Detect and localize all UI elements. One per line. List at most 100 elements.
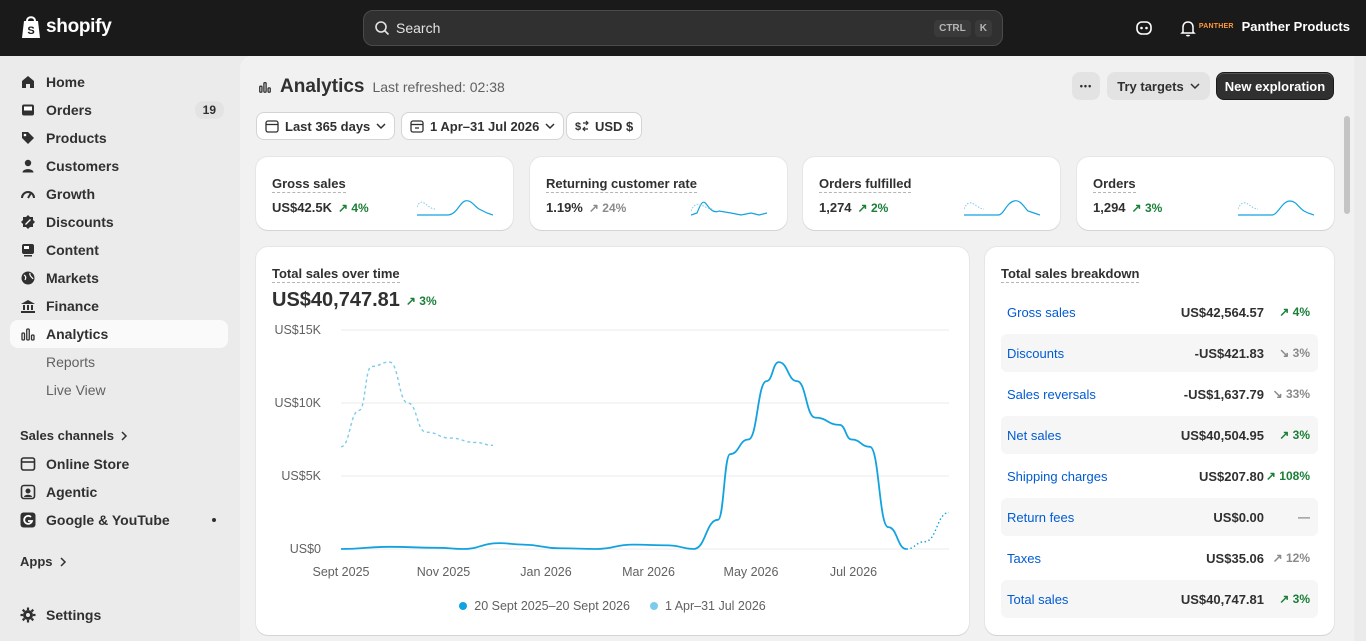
breakdown-row[interactable]: Sales reversals -US$1,637.79 ↘ 33% (1001, 375, 1318, 413)
date-range-filter[interactable]: Last 365 days (256, 112, 396, 140)
sidebar-item-orders[interactable]: Orders 19 (10, 96, 228, 124)
currency-label: USD $ (595, 118, 634, 134)
breakdown-row[interactable]: Return fees US$0.00 — (1001, 498, 1318, 536)
metric-value-row: US$42.5K ↗ 4% (272, 200, 369, 215)
svg-text:$: $ (575, 121, 581, 133)
sidebar-item-settings[interactable]: Settings (10, 601, 228, 629)
chart-total: US$40,747.81 (272, 289, 400, 311)
chart-title[interactable]: Total sales over time (272, 266, 400, 283)
metric-card-returning-customer-rate[interactable]: Returning customer rate 1.19% ↗ 24% (530, 157, 787, 230)
breakdown-label[interactable]: Discounts (1007, 345, 1065, 361)
series-line-1 (340, 361, 907, 550)
sidebar-item-label: Content (46, 242, 99, 258)
breakdown-delta: ↗ 4% (1279, 305, 1310, 319)
breakdown-row[interactable]: Gross sales US$42,564.57 ↗ 4% (1001, 293, 1318, 331)
breakdown-row[interactable]: Taxes US$35.06 ↗ 12% (1001, 539, 1318, 577)
y-tick-label: US$0 (290, 542, 321, 556)
scrollbar[interactable] (1344, 116, 1350, 214)
sales-breakdown-card: Total sales breakdown Gross sales US$42,5… (985, 247, 1334, 635)
breakdown-delta: — (1298, 510, 1310, 524)
try-targets-button[interactable]: Try targets (1107, 72, 1210, 100)
calendar-icon (265, 120, 279, 133)
sidebar-item-home[interactable]: Home (10, 68, 228, 96)
sidebar-item-content[interactable]: Content (10, 236, 228, 264)
sidebar-item-label: Products (46, 130, 107, 146)
google-icon (20, 512, 36, 528)
sidebar-item-growth[interactable]: Growth (10, 180, 228, 208)
store-name: Panther Products (1241, 19, 1350, 34)
breakdown-label[interactable]: Sales reversals (1007, 386, 1096, 402)
metric-delta: ↗ 24% (588, 200, 627, 215)
sidebar-item-finance[interactable]: Finance (10, 292, 228, 320)
x-tick-label: Jul 2026 (830, 565, 877, 579)
breakdown-delta: ↗ 12% (1272, 551, 1310, 565)
sidebar-item-live-view[interactable]: Live View (46, 382, 106, 398)
sidebar-item-reports[interactable]: Reports (46, 354, 96, 370)
sidebar-item-products[interactable]: Products (10, 124, 228, 152)
breakdown-label[interactable]: Taxes (1007, 550, 1041, 566)
metric-card-orders[interactable]: Orders 1,294 ↗ 3% (1077, 157, 1334, 230)
globe-icon (21, 271, 35, 285)
legend-item[interactable]: 20 Sept 2025–20 Sept 2026 (459, 599, 630, 613)
svg-text:S: S (27, 25, 34, 37)
sidebar-item-analytics[interactable]: Analytics (10, 320, 228, 348)
currency-filter[interactable]: $ USD $ (566, 112, 643, 140)
sidebar-item-label: Google & YouTube (46, 512, 170, 528)
sidekick-icon[interactable] (1134, 18, 1154, 38)
sidebar-item-google-youtube[interactable]: Google & YouTube (10, 506, 228, 534)
breakdown-value: US$40,504.95 (1180, 427, 1264, 443)
sidebar-item-customers[interactable]: Customers (10, 152, 228, 180)
search-bar[interactable]: Search CTRL K (363, 10, 1003, 46)
breakdown-delta: ↘ 3% (1279, 346, 1310, 360)
metric-card-orders-fulfilled[interactable]: Orders fulfilled 1,274 ↗ 2% (803, 157, 1060, 230)
chart-delta-value: 3% (419, 293, 437, 308)
more-actions-button[interactable]: ••• (1072, 72, 1100, 100)
chevron-down-icon (376, 123, 386, 130)
bar-chart-icon (21, 328, 35, 341)
chevron-right-icon (121, 430, 128, 441)
apps-title: Apps (20, 554, 53, 569)
metric-delta: ↗ 3% (1131, 200, 1163, 215)
total-sales-chart-card: Total sales over time US$40,747.81 ↗ 3% … (256, 247, 969, 635)
shopify-logo[interactable]: S shopify (20, 14, 112, 40)
breakdown-label[interactable]: Total sales (1007, 591, 1069, 607)
gauge-icon (21, 191, 35, 199)
sidebar-item-online-store[interactable]: Online Store (10, 450, 228, 478)
sidebar-item-label: Markets (46, 270, 99, 286)
sidebar-item-agentic[interactable]: Agentic (10, 478, 228, 506)
breakdown-label[interactable]: Shipping charges (1007, 468, 1108, 484)
breakdown-row[interactable]: Shipping charges US$207.80 ↗ 108% (1001, 457, 1318, 495)
breakdown-row[interactable]: Total sales US$40,747.81 ↗ 3% (1001, 580, 1318, 618)
chevron-down-icon (1190, 83, 1200, 90)
search-placeholder: Search (396, 20, 441, 36)
series-line-2 (340, 361, 494, 448)
page-header: Analytics Last refreshed: 02:38 (258, 76, 505, 98)
store-switcher[interactable]: PANTHER Panther Products (1199, 19, 1350, 34)
breakdown-label[interactable]: Return fees (1007, 509, 1075, 525)
sales-channels-header[interactable]: Sales channels (20, 428, 128, 443)
last-refreshed: Last refreshed: 02:38 (372, 79, 505, 95)
breakdown-title[interactable]: Total sales breakdown (1001, 266, 1140, 283)
metric-card-gross-sales[interactable]: Gross sales US$42.5K ↗ 4% (256, 157, 513, 230)
discount-icon (21, 215, 35, 229)
breakdown-row[interactable]: Net sales US$40,504.95 ↗ 3% (1001, 416, 1318, 454)
sparkline (964, 200, 1040, 216)
currency-exchange-icon: $ (575, 120, 589, 133)
legend-dot (649, 602, 658, 610)
new-exploration-button[interactable]: New exploration (1216, 72, 1334, 100)
sidebar-item-label: Agentic (46, 484, 98, 500)
apps-header[interactable]: Apps (20, 554, 67, 569)
legend-label: 1 Apr–31 Jul 2026 (664, 599, 766, 613)
breakdown-row[interactable]: Discounts -US$421.83 ↘ 3% (1001, 334, 1318, 372)
breakdown-label[interactable]: Gross sales (1007, 304, 1076, 320)
bell-icon[interactable] (1178, 18, 1198, 38)
comparison-date-filter[interactable]: 1 Apr–31 Jul 2026 (401, 112, 565, 140)
legend-item[interactable]: 1 Apr–31 Jul 2026 (649, 599, 766, 613)
breakdown-label[interactable]: Net sales (1007, 427, 1062, 443)
sidebar-item-discounts[interactable]: Discounts (10, 208, 228, 236)
metric-delta-value: 3% (1144, 200, 1163, 215)
sidebar-item-label: Orders (46, 102, 92, 118)
sidebar-item-label: Customers (46, 158, 120, 174)
sidebar-item-markets[interactable]: Markets (10, 264, 228, 292)
sidebar-item-label: Discounts (46, 214, 114, 230)
